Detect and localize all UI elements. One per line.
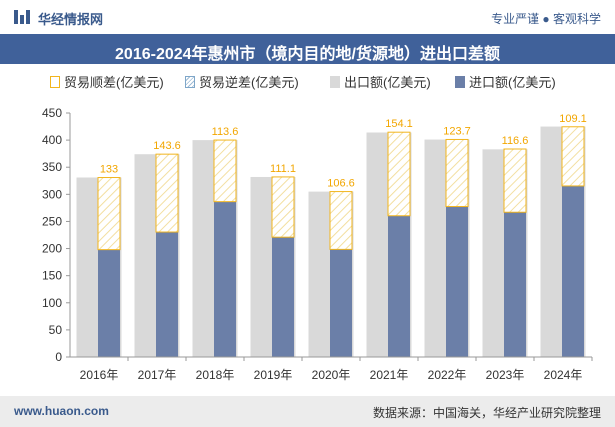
top-bar: 华经情报网 专业严谨 ● 客观科学 [0,0,615,34]
import-bar [446,206,468,357]
import-bar [388,215,410,357]
x-tick-label: 2020年 [312,368,351,382]
y-tick-label: 450 [42,106,62,120]
y-axis: 0 50 100 150 200 250 300 350 400 450 [42,106,71,364]
surplus-bar [155,153,179,233]
surplus-bar [97,177,121,251]
chart-legend: 贸易顺差(亿美元) 贸易逆差(亿美元) 出口额(亿美元) 进口额(亿美元) [0,72,615,92]
surplus-value-label: 154.1 [385,118,413,130]
surplus-value-label: 109.1 [559,113,587,125]
x-tick-label: 2022年 [428,368,467,382]
legend-swatch-import [455,76,465,88]
legend-label-import: 进口额(亿美元) [469,75,556,90]
x-tick-label: 2021年 [370,368,409,382]
legend-swatch-export [330,76,340,88]
surplus-value-label: 111.1 [270,163,296,175]
y-tick-label: 400 [42,133,62,147]
legend-swatch-surplus [50,76,60,88]
x-tick-label: 2019年 [254,368,293,382]
footer-source: 数据来源：中国海关，华经产业研究院整理 [372,406,601,420]
import-bar [504,212,526,357]
legend-swatch-deficit [185,76,195,88]
y-tick-label: 250 [42,214,62,228]
import-bar [214,201,236,357]
legend-item-surplus: 贸易顺差(亿美元) [50,72,164,91]
chart-title: 2016-2024年惠州市（境内目的地/货源地）进出口差额 [115,46,500,63]
surplus-value-label: 106.6 [327,178,355,190]
y-tick-label: 50 [49,323,63,337]
surplus-bar [329,191,353,250]
legend-label-export: 出口额(亿美元) [344,75,431,90]
legend-item-export: 出口额(亿美元) [330,72,431,91]
surplus-value-label: 116.6 [502,135,529,147]
footer-website: www.huaon.com [14,404,109,418]
y-tick-label: 200 [42,242,62,256]
import-bar [272,237,294,357]
x-tick-label: 2018年 [196,368,235,382]
title-bar: 2016-2024年惠州市（境内目的地/货源地）进出口差额 [0,34,615,64]
legend-item-import: 进口额(亿美元) [455,72,556,91]
surplus-bar [445,138,469,208]
logo-icon [14,10,30,24]
legend-label-deficit: 贸易逆差(亿美元) [199,75,299,90]
y-tick-label: 300 [42,187,62,201]
import-bar [156,232,178,357]
import-bar [330,249,352,357]
x-tick-label: 2017年 [138,368,177,382]
bars-group: 133 143.6 113.6 111.1 106.6 154.1 123.7 116.6 10… [76,113,587,357]
import-bar [562,185,584,357]
surplus-bar [503,148,527,213]
import-bar [98,249,120,357]
footer: www.huaon.com 数据来源：中国海关，华经产业研究院整理 [0,396,615,427]
legend-item-deficit: 贸易逆差(亿美元) [185,72,299,91]
surplus-value-label: 113.6 [212,126,239,138]
surplus-value-label: 143.6 [153,140,181,152]
surplus-bar [561,126,585,187]
surplus-bar [387,131,411,217]
x-axis: 2016年 2017年 2018年 2019年 2020年 2021年 2022年 2023年… [70,356,593,382]
x-tick-label: 2016年 [80,368,119,382]
surplus-bar [271,176,295,238]
tagline: 专业严谨 ● 客观科学 [491,12,601,26]
surplus-bar [213,139,237,203]
legend-label-surplus: 贸易顺差(亿美元) [64,75,164,90]
y-tick-label: 100 [42,296,62,310]
y-tick-label: 150 [42,269,62,283]
brand-name: 华经情报网 [38,12,104,27]
x-tick-label: 2024年 [544,368,583,382]
surplus-value-label: 133 [100,164,118,176]
bar-chart: 0 50 100 150 200 250 300 350 400 450 133 143.6 113.… [42,106,593,382]
y-tick-label: 0 [55,350,62,364]
y-tick-label: 350 [42,160,62,174]
surplus-value-label: 123.7 [443,125,471,137]
x-tick-label: 2023年 [486,368,525,382]
